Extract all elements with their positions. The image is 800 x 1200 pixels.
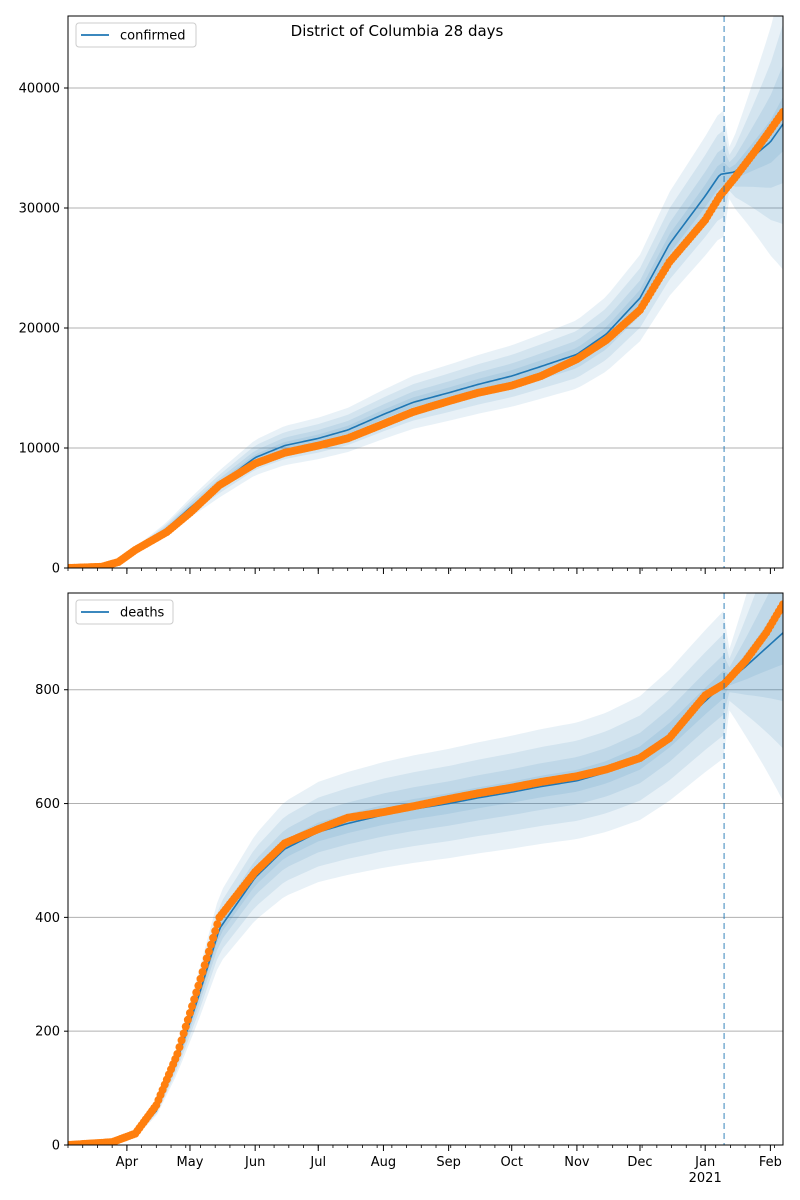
- x-tick-label: Aug: [371, 1155, 396, 1170]
- legend-box: [75, 599, 174, 625]
- x-tick-label: Sep: [436, 1155, 461, 1170]
- x-tick-label: Jun: [244, 1155, 265, 1170]
- legend-label: deaths: [120, 606, 165, 621]
- x-tick-label: Nov: [564, 1155, 590, 1170]
- x-tick-label: Jan: [694, 1155, 715, 1170]
- observed-point: [779, 108, 783, 116]
- uncertainty-band-0: [68, 593, 783, 1145]
- y-tick-label: 20000: [19, 322, 60, 337]
- observed-point: [196, 974, 205, 983]
- uncertainty-band-2: [68, 64, 783, 568]
- observed-point: [213, 920, 222, 929]
- observed-point: [194, 981, 203, 990]
- observed-point: [779, 600, 783, 609]
- y-tick-label: 200: [35, 1025, 60, 1040]
- observed-point: [198, 968, 207, 976]
- plot-frame: [67, 592, 784, 1146]
- x-tick-label: Dec: [627, 1155, 652, 1170]
- uncertainty-band-0: [68, 16, 783, 568]
- observed-point: [185, 1008, 194, 1017]
- legend-label: confirmed: [120, 29, 186, 44]
- plot-frame: [67, 15, 784, 569]
- observed-point: [177, 1036, 186, 1045]
- y-tick-label: 10000: [19, 442, 60, 457]
- uncertainty-band-1: [68, 593, 783, 1145]
- observed-points: [68, 600, 783, 1145]
- observed-point: [179, 1029, 188, 1038]
- y-tick-label: 30000: [19, 202, 60, 217]
- y-tick-label: 40000: [19, 82, 60, 97]
- legend: confirmed: [75, 22, 197, 48]
- y-tick-label: 0: [52, 1139, 60, 1154]
- x-tick-label: Apr: [116, 1155, 139, 1170]
- x-year-label: 2021: [689, 1171, 722, 1186]
- observed-point: [175, 1043, 184, 1052]
- observed-point: [192, 988, 201, 997]
- panel-bottom: 0 200 400 600 800 Apr May Jun Jul Aug Sep Oct Nov Dec…: [35, 592, 784, 1186]
- uncertainty-band-3: [68, 96, 783, 568]
- observed-point: [188, 1002, 197, 1011]
- plot-area: [68, 593, 783, 1145]
- observed-point: [200, 961, 209, 970]
- y-tick-label: 400: [35, 911, 60, 926]
- observed-point: [183, 1015, 192, 1024]
- observed-point: [209, 933, 218, 942]
- plot-area: [68, 16, 783, 568]
- observed-point: [204, 947, 213, 956]
- x-tick-label: Jul: [309, 1155, 326, 1170]
- observed-point: [181, 1022, 190, 1031]
- legend: deaths: [75, 599, 174, 625]
- observed-points: [68, 108, 783, 568]
- x-tick-label: May: [177, 1155, 204, 1170]
- observed-point: [190, 995, 199, 1004]
- legend-box: [75, 22, 197, 48]
- observed-point: [207, 940, 215, 949]
- panel-top: 0 10000 20000 30000 40000 confirmed: [19, 15, 784, 577]
- chart-title: District of Columbia 28 days: [291, 22, 504, 40]
- y-tick-label: 800: [35, 683, 60, 698]
- x-tick-label: Oct: [500, 1155, 522, 1170]
- x-tick-label: Feb: [759, 1155, 782, 1170]
- y-tick-label: 0: [52, 562, 60, 577]
- observed-point: [173, 1049, 182, 1058]
- y-tick-label: 600: [35, 797, 60, 812]
- observed-point: [211, 927, 220, 936]
- observed-point: [202, 954, 211, 963]
- uncertainty-band-1: [68, 23, 783, 568]
